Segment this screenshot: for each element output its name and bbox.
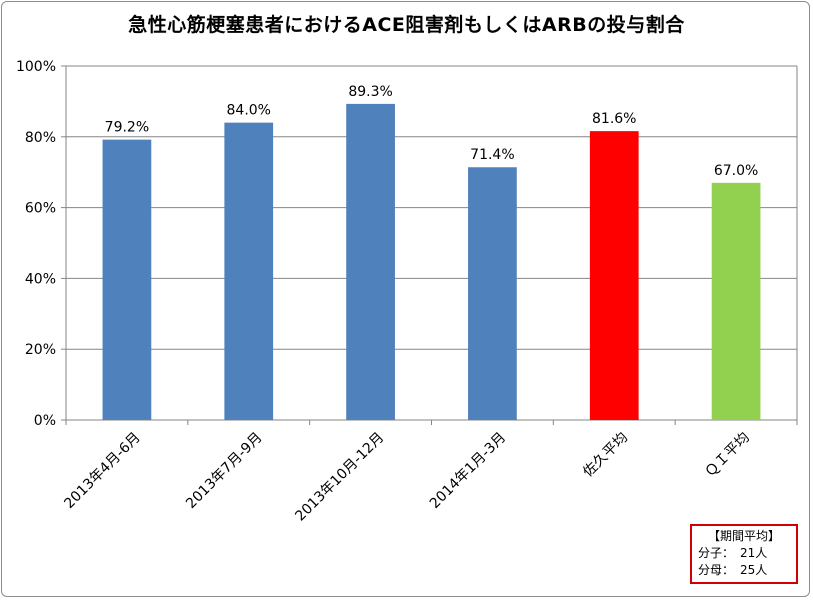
bar bbox=[468, 167, 517, 420]
y-tick-label: 100% bbox=[16, 59, 56, 75]
data-label: 67.0% bbox=[714, 163, 758, 179]
bar bbox=[711, 182, 761, 420]
bar bbox=[346, 103, 395, 421]
category-label: 佐久平均 bbox=[580, 430, 631, 481]
category-label: 2013年7月-9月 bbox=[183, 430, 265, 512]
y-tick-label: 20% bbox=[25, 342, 56, 358]
numerator-text: 分子： 21人 bbox=[698, 546, 768, 560]
denominator-text: 分母： 25人 bbox=[698, 563, 768, 577]
y-tick-label: 0% bbox=[34, 413, 56, 429]
data-label: 81.6% bbox=[592, 111, 636, 127]
period-average-header: 【期間平均】 bbox=[707, 529, 780, 543]
period-average-box: 【期間平均】 分子： 21人 分母： 25人 bbox=[690, 524, 798, 584]
bar bbox=[224, 122, 274, 420]
y-tick-label: 60% bbox=[25, 201, 56, 217]
category-label: ＱＩ平均 bbox=[702, 430, 753, 481]
category-label: 2013年4月-6月 bbox=[61, 430, 143, 512]
bar bbox=[102, 139, 152, 420]
chart-title: 急性心筋梗塞患者におけるACE阻害剤もしくはARBの投与割合 bbox=[128, 14, 685, 36]
category-label: 2013年10月-12月 bbox=[292, 430, 387, 525]
y-tick-label: 80% bbox=[25, 130, 56, 146]
data-label: 71.4% bbox=[470, 147, 514, 163]
category-label: 2014年1月-3月 bbox=[427, 430, 509, 512]
data-label: 89.3% bbox=[348, 84, 392, 100]
data-label: 84.0% bbox=[227, 103, 271, 119]
data-label: 79.2% bbox=[105, 120, 149, 136]
bar bbox=[589, 131, 639, 421]
y-tick-label: 40% bbox=[25, 271, 56, 287]
